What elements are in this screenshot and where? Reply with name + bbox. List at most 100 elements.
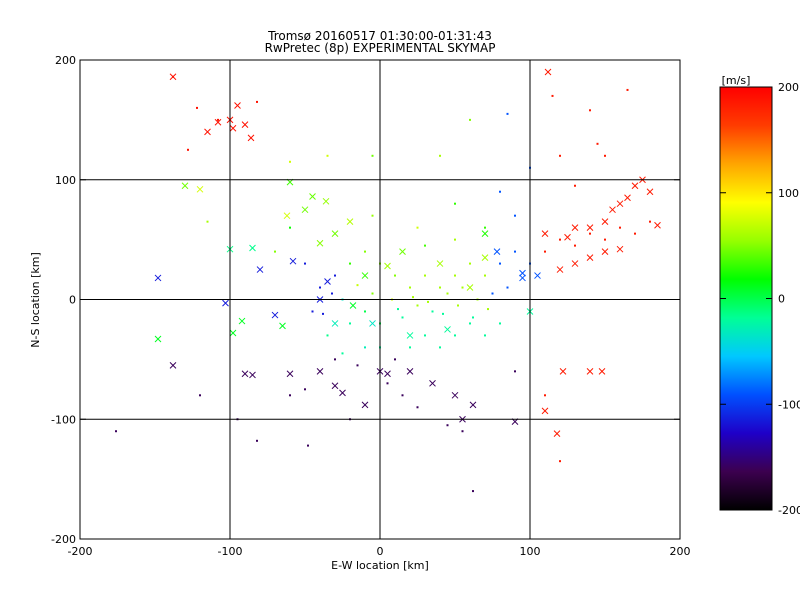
data-point-dot [439,346,441,349]
data-point-x [631,182,639,190]
data-point-x [279,322,286,330]
data-point-dot [574,244,576,247]
data-point-dot [484,226,486,229]
data-point-x [544,68,552,76]
data-point-dot [626,88,629,91]
y-tick-label: 100 [55,174,76,187]
data-point-dot [431,310,434,313]
data-point-dot [322,312,324,315]
data-point-dot [206,220,209,223]
data-point-x [553,430,561,437]
data-point-dot [514,370,516,373]
data-point-dot [559,460,561,463]
data-point-dot [491,292,494,295]
data-point-dot [427,300,429,303]
data-point-dot [349,322,351,325]
data-point-dot [454,334,456,337]
data-point-dot [559,154,561,157]
y-tick-label: -100 [51,413,76,426]
data-point-x [469,401,477,409]
data-point-dot [307,444,309,447]
data-point-dot [401,316,404,319]
data-point-dot [589,109,591,112]
data-point-dot [356,284,359,287]
data-point-x [349,302,357,309]
data-point-x [481,254,489,261]
data-point-x [609,206,616,214]
data-point-x [556,266,564,273]
data-point-dot [416,226,419,229]
data-point-x [654,221,661,229]
data-point-x [571,224,579,232]
data-point-dot [394,358,396,361]
data-point-dot [371,154,374,157]
data-point-x [586,367,594,375]
data-point-dot [256,100,258,103]
x-tick-label: 0 [377,545,384,558]
x-tick-label: -200 [68,545,93,558]
colorbar-tick-label: -200 [778,504,800,517]
data-point-x [204,128,211,136]
data-point-dot [187,148,189,151]
data-point-dot [472,490,474,493]
data-point-x [541,407,549,415]
data-point-x [384,262,391,270]
colorbar-ticks: 200 100 0 -100 -200 [720,81,800,517]
data-point-dot [289,160,291,163]
data-point-dot [442,312,444,315]
data-point-x [493,248,501,255]
data-point-dot [256,439,258,442]
data-point-dot [394,274,396,277]
data-point-dot [619,226,621,229]
data-point-dot [487,308,489,311]
data-point-x [406,332,414,339]
data-point-x [646,188,654,196]
data-point-dot [371,214,374,217]
colorbar-tick-label: 100 [778,187,799,200]
data-point-x [241,370,249,378]
data-point-x [616,200,624,208]
data-point-dot [454,274,456,277]
data-point-dot [289,226,291,229]
data-point-dot [499,190,501,193]
data-point-x [444,326,451,333]
data-point-dot [514,214,516,217]
data-point-dot [484,334,486,337]
data-point-dot [401,394,404,397]
data-point-x [346,218,354,226]
y-tick-label: 0 [69,294,76,307]
data-point-dot [386,382,389,385]
data-point-dot [514,250,516,253]
axis-ticks [79,59,681,540]
data-point-x [324,278,331,285]
data-point-x [564,233,571,241]
data-point-dot [364,310,366,313]
data-point-dot [424,244,426,247]
data-point-dot [341,352,344,355]
data-point-x [256,266,264,273]
data-point-x [481,230,489,237]
data-point-dot [409,286,411,289]
data-point-dot [331,292,333,295]
data-point-dot [461,430,464,433]
data-point-x [154,274,162,282]
data-point-dot [356,364,359,367]
data-point-x [301,206,309,214]
x-tick-label: -100 [218,545,243,558]
data-point-dot [412,296,414,299]
data-point-x [229,124,237,132]
data-point-dot [469,322,471,325]
data-point-dot [439,286,441,289]
data-point-dot [574,184,576,187]
data-point-dot [424,334,426,337]
data-point-dot [326,334,329,337]
data-point-dot [446,292,449,295]
data-point-dot [364,346,366,349]
data-point-dot [506,112,509,115]
data-point-x [229,329,237,337]
y-tick-label: -200 [51,533,76,546]
data-point-dot [289,394,291,397]
data-point-x [559,367,567,375]
data-point-dot [364,250,366,253]
colorbar-tick-label: -100 [778,398,800,411]
